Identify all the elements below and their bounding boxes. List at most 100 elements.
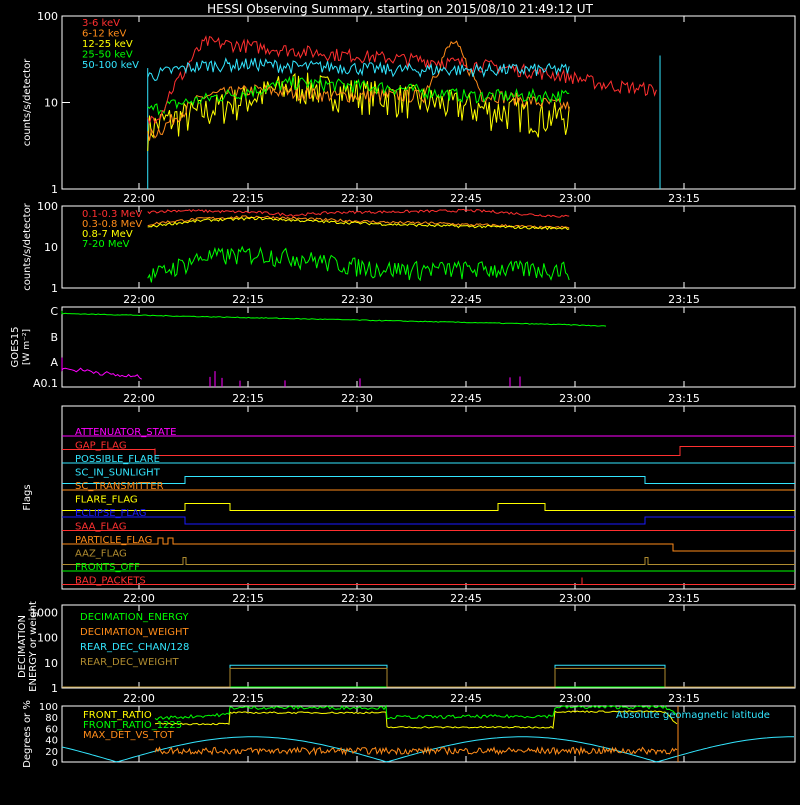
flags-legend-entry: FRONTS_OFF bbox=[75, 562, 140, 573]
lowE-time-tick-label: 22:30 bbox=[341, 192, 373, 205]
decim-time-tick-label: 22:15 bbox=[232, 692, 264, 705]
goes-time-tick-label: 22:45 bbox=[450, 392, 482, 405]
flags-series-line bbox=[62, 516, 795, 525]
ratio-ylabel: Degrees or % bbox=[22, 700, 33, 768]
decim-ytick-label: 1 bbox=[51, 682, 58, 695]
highE-legend-entry: 0.8-7 MeV bbox=[82, 229, 133, 240]
flags-time-tick-label: 22:45 bbox=[450, 592, 482, 605]
lowE-ylabel: counts/s/detector bbox=[22, 58, 33, 146]
decim-time-tick-label: 22:45 bbox=[450, 692, 482, 705]
highE-series-line bbox=[147, 245, 570, 283]
flags-legend-entry: POSSIBLE_FLARE bbox=[75, 454, 160, 465]
lowE-legend-entry: 6-12 keV bbox=[82, 29, 126, 40]
flags-time-tick-label: 22:30 bbox=[341, 592, 373, 605]
goes-ylabel: GOES15 bbox=[10, 326, 21, 367]
ratio-ytick-label: 40 bbox=[45, 736, 58, 747]
lowE-series-line bbox=[147, 75, 570, 116]
flags-frame bbox=[61, 405, 796, 590]
highE-time-tick-label: 23:00 bbox=[559, 293, 591, 306]
decim-time-tick-label: 23:15 bbox=[668, 692, 700, 705]
lowE-ytick-label: 10 bbox=[44, 97, 58, 110]
lowE-legend-entry: 50-100 keV bbox=[82, 60, 139, 71]
goes-time-tick-label: 23:15 bbox=[668, 392, 700, 405]
flags-series-line bbox=[62, 537, 795, 552]
goes-time-tick-label: 22:30 bbox=[341, 392, 373, 405]
ratio-legend-entry: FRONT_RATIO bbox=[83, 710, 152, 721]
ratio-ytick-label: 20 bbox=[45, 747, 58, 758]
flags-legend-entry: AAZ_FLAG bbox=[75, 549, 127, 560]
lowE-series-line bbox=[147, 35, 657, 125]
flags-time-tick-label: 23:15 bbox=[668, 592, 700, 605]
flags-legend-entry: PARTICLE_FLAG bbox=[75, 535, 152, 546]
ratio-series-line bbox=[154, 745, 678, 757]
decim-ylabel: DECIMATION bbox=[17, 615, 28, 678]
ratio-frame bbox=[61, 705, 796, 763]
highE-legend-entry: 0.1-0.3 MeV bbox=[82, 209, 142, 220]
ratio-ytick-label: 80 bbox=[45, 713, 58, 724]
highE-time-tick-label: 23:15 bbox=[668, 293, 700, 306]
highE-legend-entry: 0.3-0.8 MeV bbox=[82, 219, 142, 230]
ratio-ytick-label: 60 bbox=[45, 724, 58, 735]
lowE-ytick-label: 1 bbox=[51, 183, 58, 196]
ratio-legend-entry: MAX_DET_VS_TOT bbox=[83, 730, 175, 741]
lowE-time-tick-label: 22:45 bbox=[450, 192, 482, 205]
flags-legend-entry: BAD_PACKETS bbox=[75, 576, 146, 587]
goes-ytick-label: A0.1 bbox=[33, 377, 58, 390]
goes-yunit: [W m⁻²] bbox=[22, 329, 32, 365]
flags-legend-entry: GAP_FLAG bbox=[75, 441, 127, 452]
flags-time-tick-label: 22:15 bbox=[232, 592, 264, 605]
goes-ytick-label: C bbox=[50, 305, 58, 318]
highE-time-tick-label: 22:15 bbox=[232, 293, 264, 306]
flags-time-tick-label: 22:00 bbox=[123, 592, 155, 605]
goes-time-tick-label: 23:00 bbox=[559, 392, 591, 405]
highE-series-line bbox=[147, 208, 570, 218]
decim-time-tick-label: 22:00 bbox=[123, 692, 155, 705]
highE-ytick-label: 100 bbox=[37, 200, 58, 213]
decim-ylabel: ENERGY or weight bbox=[28, 601, 39, 692]
goes-time-tick-label: 22:15 bbox=[232, 392, 264, 405]
flags-time-tick-label: 23:00 bbox=[559, 592, 591, 605]
decim-series-line bbox=[62, 667, 795, 688]
lowE-legend-entry: 12-25 keV bbox=[82, 39, 133, 50]
lowE-time-tick-label: 23:15 bbox=[668, 192, 700, 205]
lowE-time-tick-label: 22:15 bbox=[232, 192, 264, 205]
flags-series-line bbox=[62, 476, 795, 484]
decim-ytick-label: 10 bbox=[44, 657, 58, 670]
decim-legend-entry: DECIMATION_ENERGY bbox=[80, 612, 189, 623]
lowE-series-line bbox=[147, 57, 570, 82]
lowE-legend-entry: 25-50 keV bbox=[82, 50, 133, 61]
plot-title: HESSI Observing Summary, starting on 201… bbox=[207, 2, 593, 16]
lowE-legend-entry: 3-6 keV bbox=[82, 18, 120, 29]
ratio-series-line bbox=[154, 710, 678, 730]
ratio-legend-entry: FRONT_RATIO_1225 bbox=[83, 720, 182, 731]
flags-series-line bbox=[62, 557, 795, 565]
lowE-frame bbox=[61, 15, 796, 190]
highE-time-tick-label: 22:30 bbox=[341, 293, 373, 306]
flags-legend-entry: ECLIPSE_FLAG bbox=[75, 508, 146, 519]
decim-series-line bbox=[62, 664, 795, 688]
goes-series-line bbox=[61, 310, 607, 327]
highE-ytick-label: 10 bbox=[44, 241, 58, 254]
ratio-legend-entry: Absolute geomagnetic latitude bbox=[616, 710, 770, 721]
highE-frame bbox=[61, 205, 796, 289]
flags-ylabel: Flags bbox=[22, 484, 33, 510]
highE-legend-entry: 7-20 MeV bbox=[82, 239, 130, 250]
goes-series-line bbox=[61, 357, 142, 380]
decim-time-tick-label: 22:30 bbox=[341, 692, 373, 705]
ratio-series-line bbox=[154, 704, 678, 721]
lowE-time-tick-label: 23:00 bbox=[559, 192, 591, 205]
decim-time-tick-label: 23:00 bbox=[559, 692, 591, 705]
lowE-series-line bbox=[147, 72, 570, 152]
highE-time-tick-label: 22:00 bbox=[123, 293, 155, 306]
flags-legend-entry: SC_TRANSMITTER bbox=[75, 481, 164, 492]
ratio-latitude-line bbox=[61, 736, 794, 763]
flags-legend-entry: FLARE_FLAG bbox=[75, 495, 138, 506]
lowE-series-line bbox=[147, 40, 570, 141]
flags-legend-entry: SAA_FLAG bbox=[75, 522, 126, 533]
flags-legend-entry: SC_IN_SUNLIGHT bbox=[75, 468, 161, 479]
highE-time-tick-label: 22:45 bbox=[450, 293, 482, 306]
flags-legend-entry: ATTENUATOR_STATE bbox=[75, 427, 176, 438]
ratio-ytick-label: 100 bbox=[39, 702, 58, 713]
highE-ytick-label: 1 bbox=[51, 282, 58, 295]
